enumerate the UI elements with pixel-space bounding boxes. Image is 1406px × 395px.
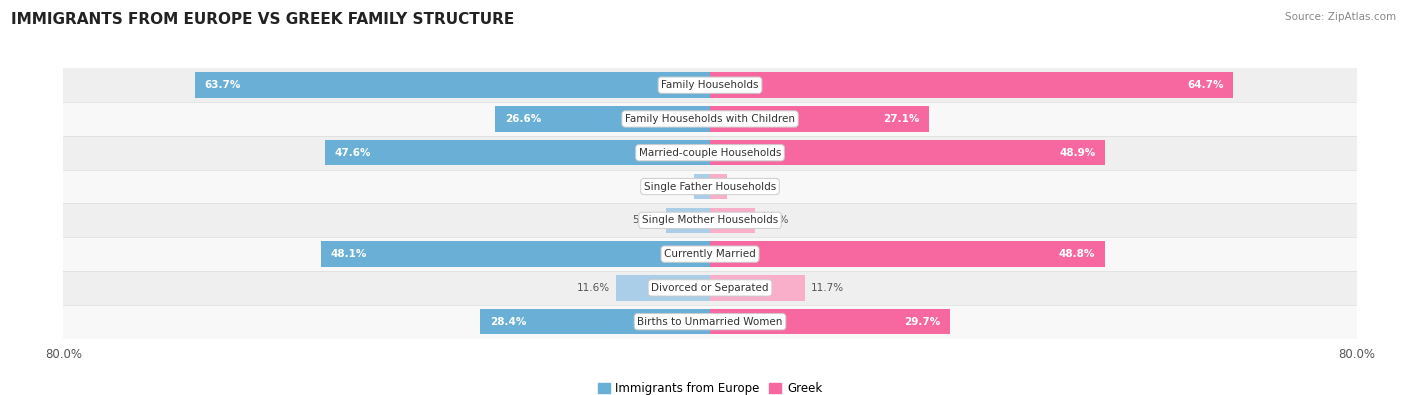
Legend: Immigrants from Europe, Greek: Immigrants from Europe, Greek [593, 377, 827, 395]
Text: Births to Unmarried Women: Births to Unmarried Women [637, 317, 783, 327]
Bar [63, 203, 1357, 237]
Text: 48.1%: 48.1% [330, 249, 367, 259]
Text: Family Households: Family Households [661, 80, 759, 90]
Text: 5.5%: 5.5% [633, 215, 659, 225]
Text: 64.7%: 64.7% [1187, 80, 1223, 90]
Bar [63, 271, 1357, 305]
Bar [63, 102, 1357, 136]
Text: 2.1%: 2.1% [734, 182, 761, 192]
Bar [63, 136, 1357, 169]
Bar [710, 208, 755, 233]
Text: Divorced or Separated: Divorced or Separated [651, 283, 769, 293]
Text: 48.9%: 48.9% [1059, 148, 1095, 158]
Bar [710, 140, 1105, 166]
Text: 11.6%: 11.6% [576, 283, 610, 293]
Bar [710, 73, 1233, 98]
Text: 48.8%: 48.8% [1059, 249, 1095, 259]
Text: 27.1%: 27.1% [883, 114, 920, 124]
Text: 47.6%: 47.6% [335, 148, 371, 158]
Text: 2.0%: 2.0% [661, 182, 688, 192]
Bar [63, 68, 1357, 102]
Text: 63.7%: 63.7% [205, 80, 240, 90]
Text: 29.7%: 29.7% [904, 317, 941, 327]
Text: 26.6%: 26.6% [505, 114, 541, 124]
Text: Married-couple Households: Married-couple Households [638, 148, 782, 158]
Text: Source: ZipAtlas.com: Source: ZipAtlas.com [1285, 12, 1396, 22]
Bar [195, 73, 710, 98]
Text: 28.4%: 28.4% [491, 317, 526, 327]
Bar [63, 237, 1357, 271]
Bar [710, 309, 950, 334]
Bar [710, 106, 929, 132]
Text: IMMIGRANTS FROM EUROPE VS GREEK FAMILY STRUCTURE: IMMIGRANTS FROM EUROPE VS GREEK FAMILY S… [11, 12, 515, 27]
Bar [710, 275, 804, 301]
Bar [481, 309, 710, 334]
Bar [616, 275, 710, 301]
Bar [321, 241, 710, 267]
Bar [325, 140, 710, 166]
Bar [63, 305, 1357, 339]
Text: Currently Married: Currently Married [664, 249, 756, 259]
Bar [710, 174, 727, 199]
Bar [495, 106, 710, 132]
Text: Family Households with Children: Family Households with Children [626, 114, 794, 124]
Bar [63, 169, 1357, 203]
Bar [695, 174, 710, 199]
Text: 11.7%: 11.7% [811, 283, 844, 293]
Bar [710, 241, 1105, 267]
Text: Single Mother Households: Single Mother Households [643, 215, 778, 225]
Bar [665, 208, 710, 233]
Text: Single Father Households: Single Father Households [644, 182, 776, 192]
Text: 5.6%: 5.6% [762, 215, 789, 225]
